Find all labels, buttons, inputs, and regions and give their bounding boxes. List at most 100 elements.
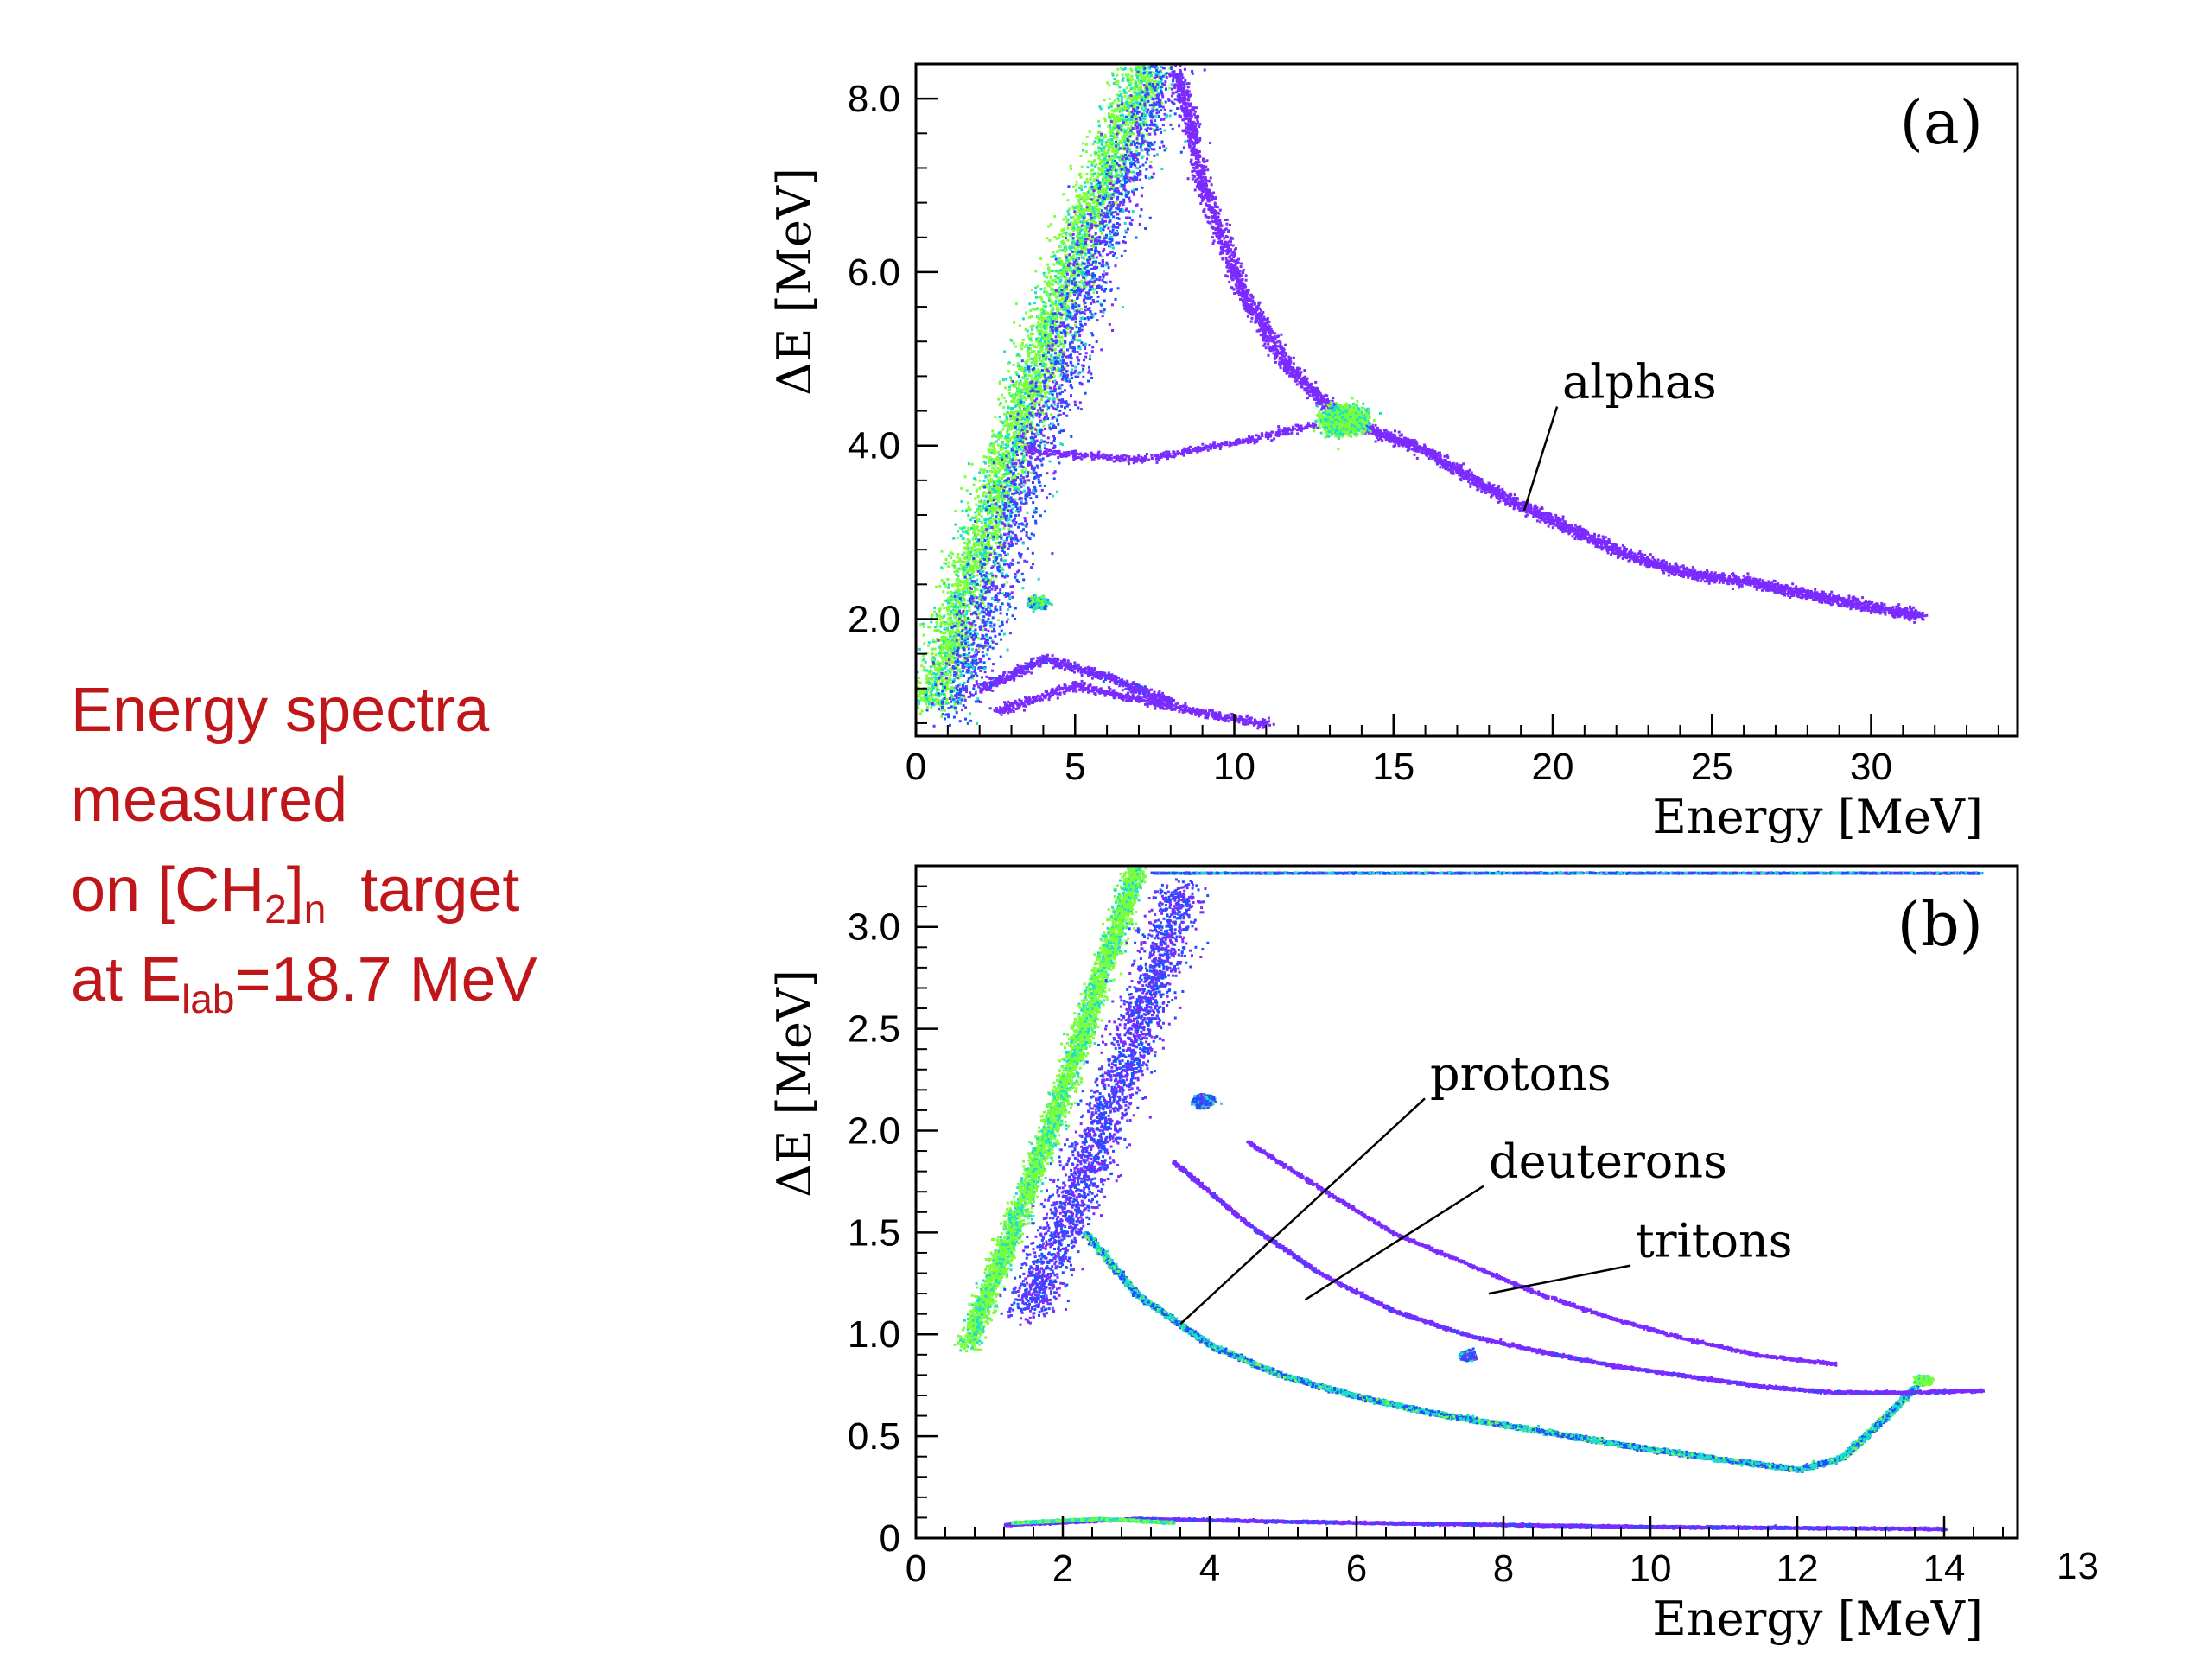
- data-point: [1007, 492, 1010, 495]
- data-point: [997, 489, 1001, 493]
- data-point: [975, 690, 977, 693]
- data-point: [952, 715, 956, 719]
- data-point: [1067, 259, 1071, 263]
- data-point: [997, 493, 1001, 497]
- data-point: [959, 645, 963, 649]
- data-point: [1091, 188, 1095, 191]
- data-point: [995, 518, 998, 521]
- data-point: [979, 593, 982, 596]
- data-point: [1072, 185, 1075, 188]
- data-point: [971, 602, 975, 606]
- data-point: [957, 552, 960, 556]
- data-point: [1085, 232, 1089, 236]
- data-point: [1026, 384, 1028, 387]
- data-point: [1118, 167, 1122, 170]
- data-point: [1151, 92, 1154, 95]
- data-point: [943, 581, 946, 584]
- data-point: [931, 656, 935, 659]
- data-point: [968, 569, 970, 572]
- data-point: [988, 524, 991, 528]
- data-point: [931, 648, 933, 651]
- data-point: [1093, 187, 1096, 190]
- data-point: [1094, 137, 1097, 140]
- data-point: [998, 507, 1001, 511]
- data-point: [1093, 172, 1096, 175]
- data-point: [1103, 161, 1106, 163]
- data-point: [921, 658, 925, 662]
- data-point: [991, 458, 995, 461]
- data-point: [997, 431, 1001, 435]
- data-point: [981, 510, 983, 513]
- data-point: [957, 530, 960, 533]
- data-point: [1088, 186, 1091, 189]
- data-point: [961, 629, 964, 632]
- data-point: [1072, 228, 1076, 232]
- data-point: [996, 471, 1000, 474]
- data-point: [1148, 88, 1152, 92]
- data-point: [943, 614, 946, 618]
- data-point: [1128, 90, 1131, 93]
- data-point: [1135, 85, 1138, 88]
- data-point: [974, 587, 977, 590]
- data-point: [1118, 86, 1122, 89]
- data-point: [1075, 235, 1078, 238]
- data-point: [1032, 333, 1035, 335]
- data-point: [961, 644, 964, 647]
- data-point: [1149, 160, 1153, 163]
- data-point: [943, 622, 946, 626]
- data-point: [1013, 442, 1016, 446]
- data-point: [1000, 500, 1003, 504]
- data-point: [1128, 118, 1132, 122]
- data-point: [1011, 396, 1014, 399]
- data-point: [1063, 294, 1065, 297]
- data-point: [981, 535, 984, 538]
- data-point: [1083, 209, 1086, 213]
- data-point: [1122, 118, 1126, 122]
- data-point: [1014, 517, 1016, 520]
- data-point: [1037, 316, 1040, 320]
- data-point: [1049, 223, 1052, 226]
- data-point: [1061, 295, 1065, 298]
- data-point: [938, 699, 941, 702]
- data-point: [1028, 537, 1032, 541]
- data-point: [1052, 279, 1056, 282]
- data-point: [998, 535, 1001, 538]
- data-point: [975, 596, 978, 600]
- data-point: [934, 683, 938, 687]
- data-point: [957, 631, 961, 634]
- data-point: [1108, 180, 1111, 183]
- data-point: [972, 545, 976, 549]
- data-point: [1109, 138, 1112, 141]
- data-point: [1101, 170, 1104, 173]
- data-point: [1056, 490, 1058, 493]
- data-point: [1066, 305, 1070, 308]
- data-point: [1007, 444, 1010, 448]
- data-point: [1058, 340, 1062, 344]
- data-point: [1046, 324, 1048, 327]
- data-point: [1081, 242, 1084, 245]
- data-point: [944, 671, 948, 674]
- data-point: [926, 688, 930, 691]
- data-point: [1058, 353, 1061, 357]
- data-point: [976, 608, 980, 612]
- data-point: [990, 512, 994, 515]
- data-point: [962, 537, 965, 540]
- data-point: [1058, 307, 1062, 310]
- data-point: [1120, 126, 1122, 130]
- data-point: [1000, 435, 1003, 439]
- data-point: [1069, 221, 1072, 225]
- data-point: [1054, 325, 1058, 327]
- data-point: [1105, 167, 1109, 170]
- data-point: [1151, 127, 1154, 130]
- data-point: [1096, 137, 1100, 140]
- data-point: [972, 556, 976, 560]
- data-point: [988, 474, 991, 478]
- data-point: [920, 664, 924, 668]
- data-point: [1141, 155, 1145, 158]
- data-point: [1065, 280, 1067, 283]
- data-point: [1141, 77, 1144, 80]
- data-point: [1128, 105, 1131, 109]
- data-point: [1093, 185, 1096, 188]
- data-point: [984, 492, 988, 495]
- data-point: [1034, 507, 1038, 511]
